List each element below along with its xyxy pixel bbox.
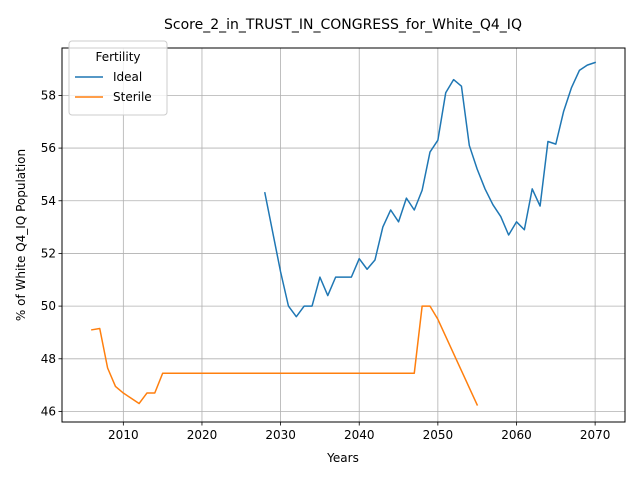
legend: Fertility Ideal Sterile	[69, 41, 167, 115]
y-tick-label: 46	[41, 404, 56, 418]
x-tick-label: 2020	[187, 428, 218, 442]
legend-title: Fertility	[95, 50, 140, 64]
y-axis: 46 48 50 52 54 56 58	[41, 88, 62, 418]
y-tick-label: 50	[41, 299, 56, 313]
y-tick-label: 58	[41, 88, 56, 102]
chart-title: Score_2_in_TRUST_IN_CONGRESS_for_White_Q…	[164, 17, 522, 33]
y-tick-label: 56	[41, 141, 56, 155]
y-tick-label: 48	[41, 352, 56, 366]
series-line-ideal	[265, 62, 595, 316]
x-axis: 2010 2020 2030 2040 2050 2060 2070	[108, 422, 610, 442]
legend-label-sterile: Sterile	[113, 90, 152, 104]
x-tick-label: 2010	[108, 428, 139, 442]
y-tick-label: 54	[41, 194, 56, 208]
series-layer	[92, 62, 595, 404]
y-axis-label: % of White Q4_IQ Population	[14, 149, 28, 321]
y-tick-label: 52	[41, 246, 56, 260]
legend-label-ideal: Ideal	[113, 70, 142, 84]
x-tick-label: 2050	[423, 428, 454, 442]
series-line-sterile	[92, 306, 477, 405]
x-tick-label: 2040	[344, 428, 375, 442]
x-axis-label: Years	[326, 451, 359, 465]
x-tick-label: 2070	[580, 428, 611, 442]
x-tick-label: 2030	[265, 428, 296, 442]
x-tick-label: 2060	[501, 428, 532, 442]
